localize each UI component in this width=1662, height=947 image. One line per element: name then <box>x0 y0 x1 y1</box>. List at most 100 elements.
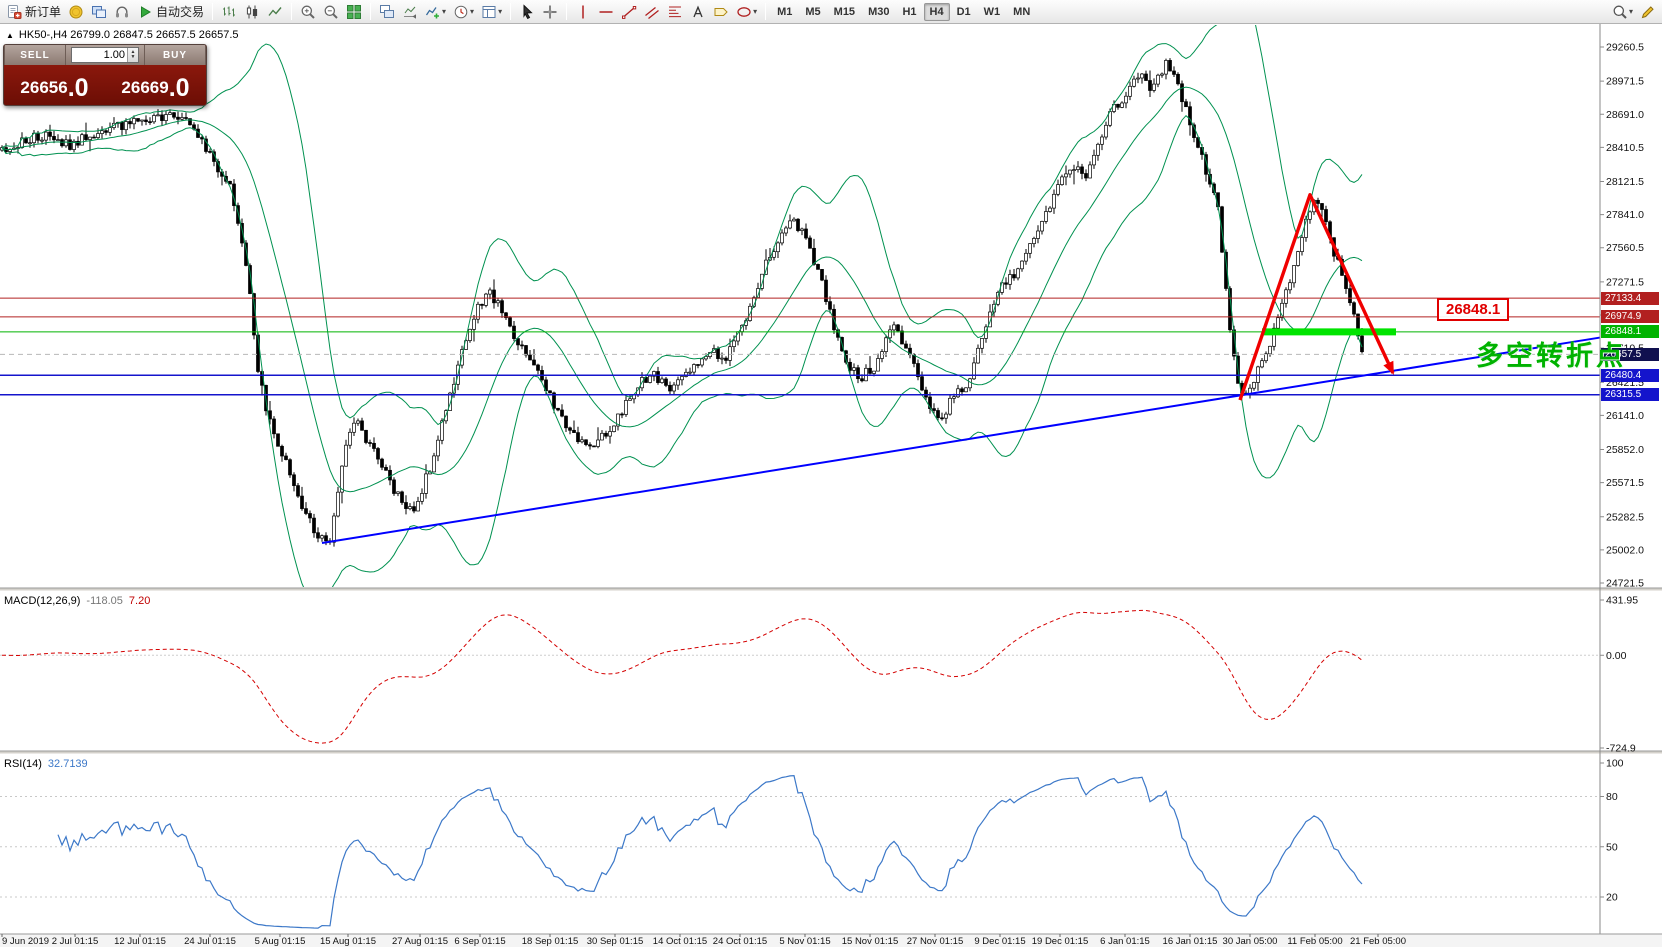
fibonacci-button[interactable] <box>664 1 686 22</box>
headset-icon <box>116 6 129 17</box>
buy-price[interactable]: 26669.0 <box>105 65 206 105</box>
deposit-button[interactable] <box>65 1 87 22</box>
svg-text:11 Feb 05:00: 11 Feb 05:00 <box>1287 936 1342 947</box>
tf-d1[interactable]: D1 <box>956 5 971 18</box>
buy-button[interactable]: BUY <box>144 45 206 65</box>
buy-price-pips: .0 <box>168 74 190 102</box>
price-tag-26848.1: 26848.1 <box>1601 325 1659 339</box>
toolbar-separator <box>370 3 372 20</box>
svg-text:15 Nov 01:15: 15 Nov 01:15 <box>842 936 899 947</box>
toolbar-separator <box>291 3 293 20</box>
horizontal-line-button[interactable] <box>595 1 617 22</box>
svg-text:16 Jan 01:15: 16 Jan 01:15 <box>1163 936 1218 947</box>
zoom-in-icon <box>301 5 315 19</box>
tf-w1[interactable]: W1 <box>983 5 1001 18</box>
tf-m15[interactable]: M15 <box>833 5 856 18</box>
shapes-button[interactable]: ▾ <box>733 1 760 22</box>
svg-text:100: 100 <box>1606 758 1624 770</box>
zoom-in-button[interactable] <box>297 1 319 22</box>
sell-price-main: 26656 <box>20 78 68 97</box>
svg-text:28121.5: 28121.5 <box>1606 176 1644 188</box>
collapse-icon[interactable]: ▲ <box>6 30 14 40</box>
templates-button[interactable]: ▾ <box>478 1 505 22</box>
svg-text:25852.0: 25852.0 <box>1606 444 1644 456</box>
arrange-icon <box>380 4 395 18</box>
toolbar: 新订单 自动交易 ▾ ▾ ▾ ▾ M1 M5 M15 M30 H1 H4 D1 W1 MN ▾ <box>0 0 1662 24</box>
volume-up-icon[interactable]: ▲ <box>130 49 136 55</box>
bollinger-band <box>1 25 1363 426</box>
template-icon <box>482 5 496 18</box>
search-button[interactable]: ▾ <box>1609 1 1636 22</box>
tile-windows-button[interactable] <box>343 1 365 22</box>
toolbar-separator <box>510 3 512 20</box>
charts-window-button[interactable] <box>88 1 110 22</box>
svg-text:80: 80 <box>1606 791 1618 803</box>
autotrading-button[interactable]: 自动交易 <box>134 1 207 22</box>
text-tool-button[interactable] <box>687 1 709 22</box>
sell-button[interactable]: SELL <box>4 45 66 65</box>
pane-separator <box>0 751 1662 754</box>
svg-text:6 Jan 01:15: 6 Jan 01:15 <box>1100 936 1150 947</box>
svg-text:21 Feb 05:00: 21 Feb 05:00 <box>1350 936 1406 947</box>
indicators-button[interactable]: ▾ <box>422 1 449 22</box>
svg-text:6 Sep 01:15: 6 Sep 01:15 <box>454 936 505 947</box>
volume-input[interactable]: 1.00 <box>103 49 125 61</box>
toolbar-separator <box>765 3 767 20</box>
volume-control: 1.00 ▲ ▼ <box>66 45 144 65</box>
chevron-down-icon: ▾ <box>753 7 758 16</box>
tf-m1[interactable]: M1 <box>777 5 793 18</box>
candles-type-button[interactable] <box>241 1 263 22</box>
rsi-pane <box>0 774 1600 929</box>
sell-price[interactable]: 26656.0 <box>4 65 105 105</box>
chevron-down-icon: ▾ <box>1628 7 1633 16</box>
svg-text:24 Jul 01:15: 24 Jul 01:15 <box>184 936 236 947</box>
rsi-line <box>57 774 1363 929</box>
symbol-header[interactable]: ▲ HK50-,H4 26799.0 26847.5 26657.5 26657… <box>6 29 239 41</box>
indicator-add-icon <box>425 6 440 18</box>
horizontal-level-lines <box>0 297 1600 396</box>
price-tag-27133.4: 27133.4 <box>1601 291 1659 305</box>
pane-separator <box>0 588 1662 591</box>
tf-h4[interactable]: H4 <box>923 2 950 21</box>
svg-text:15 Aug 01:15: 15 Aug 01:15 <box>320 936 376 947</box>
bars-type-button[interactable] <box>218 1 240 22</box>
new-order-button-label: 新订单 <box>25 5 62 19</box>
line-type-button[interactable] <box>264 1 286 22</box>
channel-button[interactable] <box>641 1 663 22</box>
turning-point-label: 多空转折点 <box>1476 341 1626 371</box>
new-order-button[interactable]: 新订单 <box>3 1 64 22</box>
svg-text:27841.0: 27841.0 <box>1606 209 1644 221</box>
trendline-button[interactable] <box>618 1 640 22</box>
coin-icon <box>69 5 83 18</box>
tf-mn[interactable]: MN <box>1013 5 1031 18</box>
svg-text:29260.5: 29260.5 <box>1606 42 1644 54</box>
text-icon <box>693 4 703 17</box>
vertical-line-button[interactable] <box>572 1 594 22</box>
svg-text:28971.5: 28971.5 <box>1606 76 1644 88</box>
price-axis: 29260.5 28971.5 28691.0 28410.5 28121.5 27841… <box>1599 24 1644 934</box>
zoom-out-button[interactable] <box>320 1 342 22</box>
macd-signal-line <box>2 609 1363 744</box>
chart-shift-button[interactable] <box>399 1 421 22</box>
svg-text:431.95: 431.95 <box>1606 595 1638 607</box>
clock-icon <box>454 5 468 18</box>
volume-down-icon[interactable]: ▼ <box>130 54 136 60</box>
volume-spinner[interactable]: ▲ ▼ <box>127 48 138 62</box>
svg-text:28410.5: 28410.5 <box>1606 142 1644 154</box>
tf-m5[interactable]: M5 <box>805 5 821 18</box>
tf-h1[interactable]: H1 <box>902 5 917 18</box>
macd-label: MACD(12,26,9) -118.05 7.20 <box>4 595 150 607</box>
rsi-label: RSI(14) 32.7139 <box>4 758 88 770</box>
periods-button[interactable]: ▾ <box>450 1 477 22</box>
support-button[interactable] <box>111 1 133 22</box>
one-click-trading-panel: SELL 1.00 ▲ ▼ BUY 26656.0 26669.0 <box>3 44 207 106</box>
arrange-windows-button[interactable] <box>376 1 398 22</box>
quick-edit-button[interactable] <box>1637 1 1659 22</box>
svg-text:20: 20 <box>1606 892 1618 904</box>
cursor-button[interactable] <box>516 1 538 22</box>
crosshair-button[interactable] <box>539 1 561 22</box>
label-tool-button[interactable] <box>710 1 732 22</box>
tf-m30[interactable]: M30 <box>868 5 890 18</box>
pencil-icon <box>1641 5 1654 18</box>
